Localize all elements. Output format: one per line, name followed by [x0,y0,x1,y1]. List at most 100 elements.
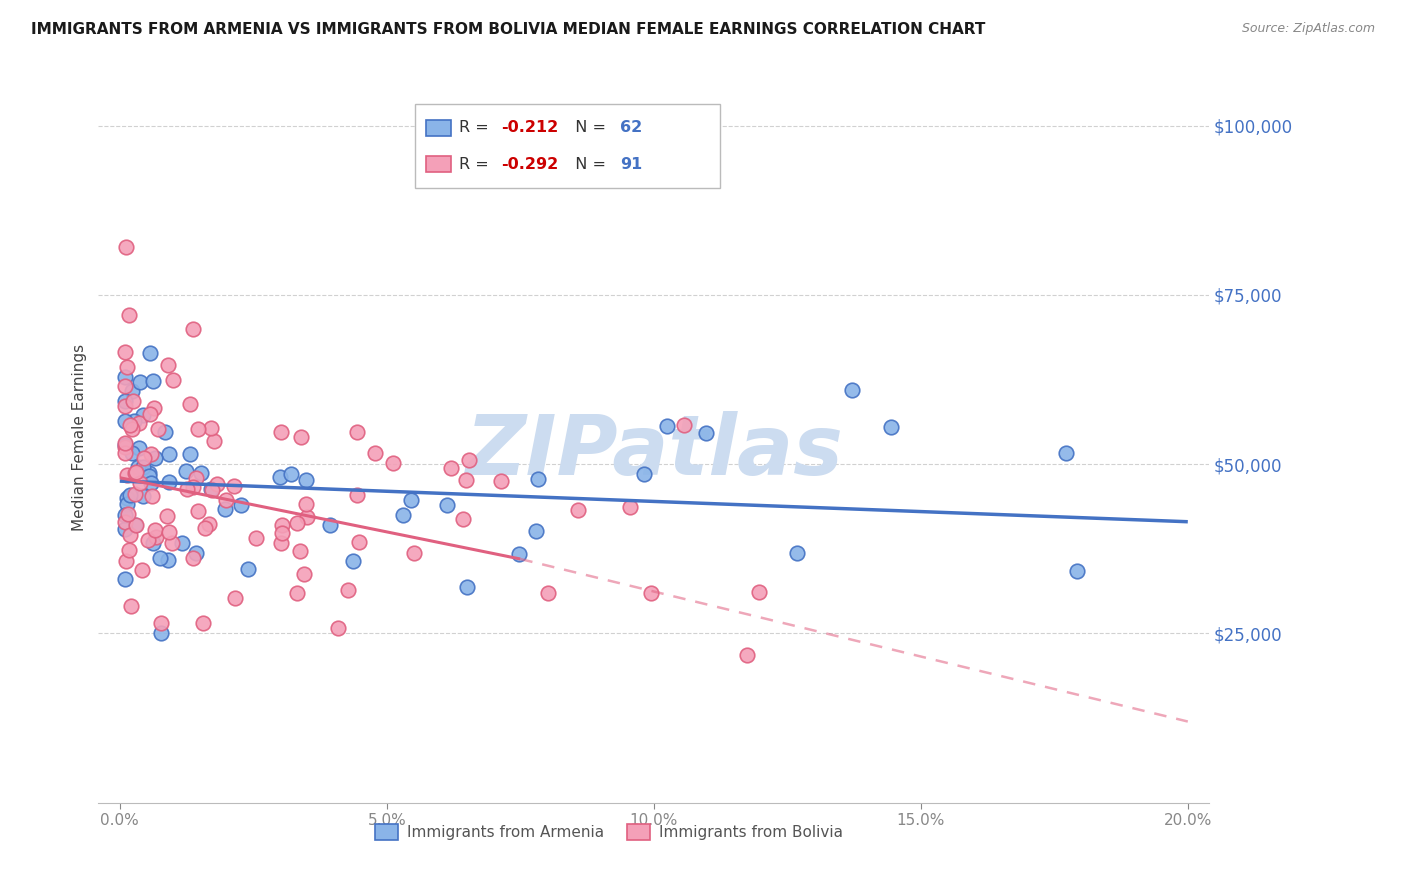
Point [841,383,863,397]
Point [157,553,180,567]
Point [1066,564,1088,578]
Legend: Immigrants from Armenia, Immigrants from Bolivia: Immigrants from Armenia, Immigrants from… [370,818,849,847]
Point [326,621,349,635]
Point [524,524,547,538]
Point [404,545,426,559]
Point [288,544,311,558]
Point [134,451,156,466]
Point [215,493,238,508]
Point [456,581,478,595]
Point [136,533,159,547]
Point [364,446,387,460]
Point [149,625,172,640]
Point [157,475,180,489]
Point [129,376,152,390]
Point [440,461,463,475]
Point [124,487,146,501]
Point [114,379,136,393]
Point [114,523,136,537]
Text: R =: R = [460,120,495,136]
Point [121,384,143,399]
Point [399,492,422,507]
Text: N =: N = [565,157,612,172]
Point [160,535,183,549]
Point [132,489,155,503]
Point [139,447,162,461]
Point [127,459,149,474]
Point [143,451,166,466]
Point [132,409,155,423]
Point [880,420,903,434]
Point [181,551,204,566]
Point [146,422,169,436]
Point [735,648,758,662]
Point [125,465,148,479]
Point [640,586,662,600]
Point [238,562,260,576]
Point [229,498,252,512]
Point [114,414,136,428]
Point [245,531,267,545]
Point [194,521,217,535]
Text: N =: N = [565,120,612,136]
Point [179,447,201,461]
Point [117,491,139,505]
Point [198,517,221,532]
Point [138,467,160,481]
Point [270,536,292,550]
Point [114,438,136,452]
Point [201,483,224,498]
Point [156,358,179,372]
Point [619,500,641,514]
Point [224,591,246,605]
Point [337,583,360,598]
Point [695,425,717,440]
Text: 62: 62 [620,120,643,136]
Point [122,414,145,428]
Point [121,422,143,436]
Point [124,517,146,532]
Point [174,464,197,478]
Point [150,616,173,631]
Point [748,585,770,599]
FancyBboxPatch shape [426,156,450,172]
Point [202,434,225,449]
Point [392,508,415,523]
Point [290,430,312,444]
Point [342,554,364,568]
Point [347,535,370,549]
Point [139,407,162,421]
Point [190,467,212,481]
Point [125,518,148,533]
Point [655,419,678,434]
Point [128,475,150,490]
Point [118,542,141,557]
Text: -0.212: -0.212 [502,120,558,136]
Point [117,507,139,521]
Point [141,489,163,503]
Point [120,599,142,613]
Point [454,473,477,487]
Point [187,422,209,436]
Point [181,322,204,336]
Point [114,572,136,586]
Point [214,501,236,516]
Point [157,525,180,540]
Point [122,393,145,408]
Point [115,467,138,482]
Point [118,527,141,541]
Point [436,498,458,512]
Point [179,397,201,411]
Point [183,480,205,494]
Point [145,530,167,544]
Point [128,416,150,430]
Point [451,512,474,526]
FancyBboxPatch shape [415,104,720,188]
Point [142,401,165,415]
Point [527,471,550,485]
Point [508,547,530,561]
Point [114,393,136,408]
Point [346,425,368,439]
Point [567,503,589,517]
Point [294,566,316,581]
